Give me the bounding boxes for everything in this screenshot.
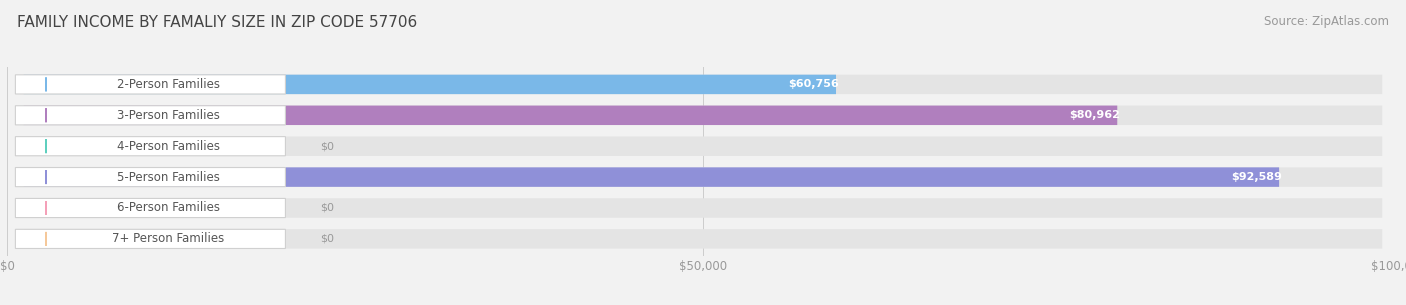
Text: $60,756: $60,756 [787, 79, 839, 89]
FancyBboxPatch shape [24, 229, 1382, 249]
Text: 2-Person Families: 2-Person Families [117, 78, 219, 91]
Text: 7+ Person Families: 7+ Person Families [112, 232, 225, 246]
Text: 3-Person Families: 3-Person Families [117, 109, 219, 122]
Text: 5-Person Families: 5-Person Families [117, 170, 219, 184]
FancyBboxPatch shape [24, 167, 1279, 187]
Text: $80,962: $80,962 [1069, 110, 1121, 120]
FancyBboxPatch shape [24, 75, 1382, 94]
FancyBboxPatch shape [15, 167, 285, 187]
Text: $92,589: $92,589 [1232, 172, 1282, 182]
FancyBboxPatch shape [24, 106, 1118, 125]
FancyBboxPatch shape [24, 106, 1382, 125]
FancyBboxPatch shape [24, 198, 1382, 218]
Text: 4-Person Families: 4-Person Families [117, 140, 219, 153]
FancyBboxPatch shape [15, 75, 285, 94]
Text: FAMILY INCOME BY FAMALIY SIZE IN ZIP CODE 57706: FAMILY INCOME BY FAMALIY SIZE IN ZIP COD… [17, 15, 418, 30]
FancyBboxPatch shape [15, 199, 285, 217]
FancyBboxPatch shape [15, 229, 285, 249]
FancyBboxPatch shape [24, 75, 837, 94]
FancyBboxPatch shape [15, 106, 285, 125]
Text: $0: $0 [321, 203, 335, 213]
Text: 6-Person Families: 6-Person Families [117, 202, 219, 214]
Text: $0: $0 [321, 141, 335, 151]
FancyBboxPatch shape [15, 137, 285, 156]
FancyBboxPatch shape [24, 136, 1382, 156]
Text: $0: $0 [321, 234, 335, 244]
Text: Source: ZipAtlas.com: Source: ZipAtlas.com [1264, 15, 1389, 28]
FancyBboxPatch shape [24, 167, 1382, 187]
